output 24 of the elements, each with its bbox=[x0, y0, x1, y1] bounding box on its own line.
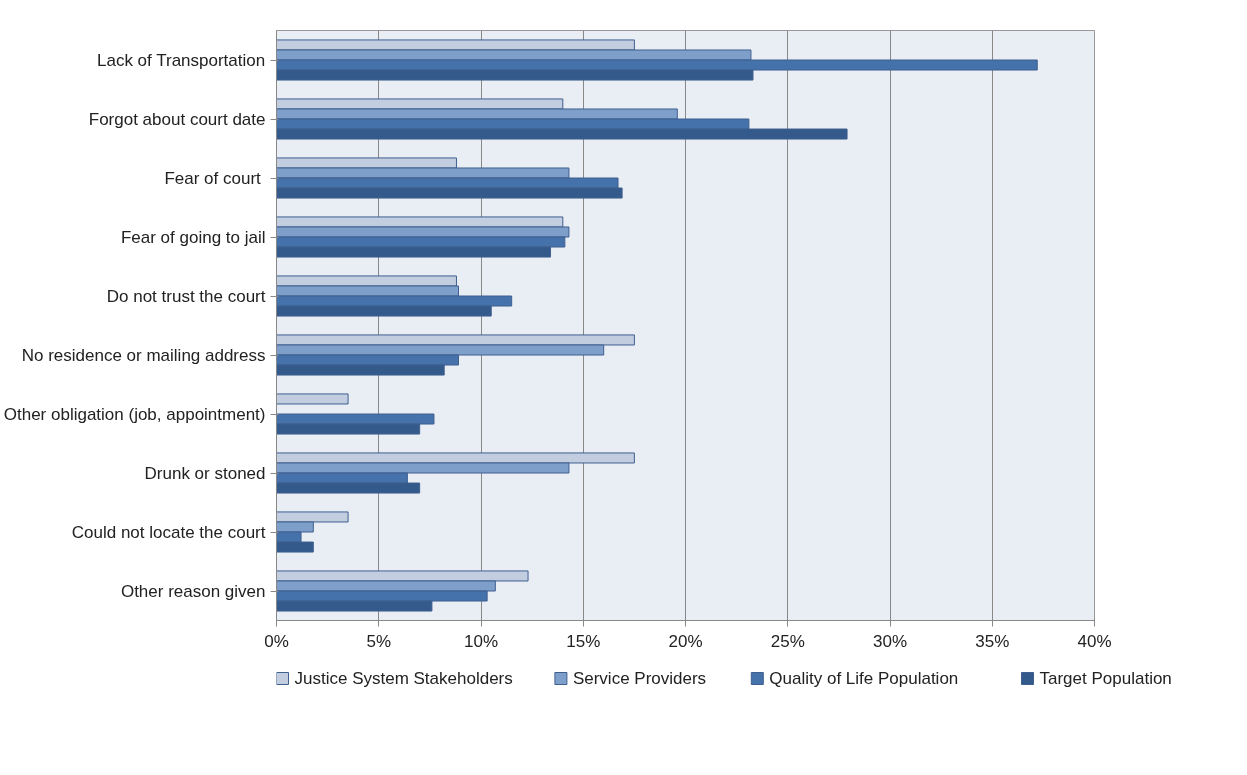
y-tick-label: Other obligation (job, appointment) bbox=[3, 404, 266, 424]
x-tick-label: 0% bbox=[264, 631, 289, 651]
x-tick-label: 25% bbox=[770, 631, 805, 651]
x-tick-label: 15% bbox=[566, 631, 601, 651]
x-tick-label: 35% bbox=[975, 631, 1010, 651]
bar bbox=[276, 393, 349, 405]
legend-label: Target Population bbox=[1039, 669, 1172, 688]
y-tick-label: Could not locate the court bbox=[71, 522, 266, 542]
y-tick-label: Fear of going to jail bbox=[120, 227, 266, 247]
y-tick-label: Fear of court bbox=[164, 168, 262, 188]
y-tick-label: Lack of Transportation bbox=[96, 50, 266, 70]
legend-label: Justice System Stakeholders bbox=[294, 669, 513, 688]
y-tick-label: Other reason given bbox=[120, 581, 266, 601]
x-tick-label: 20% bbox=[668, 631, 703, 651]
x-tick-label: 10% bbox=[463, 631, 499, 651]
x-tick-label: 40% bbox=[1077, 631, 1112, 651]
y-tick-label: Do not trust the court bbox=[106, 286, 266, 306]
y-tick-label: Forgot about court date bbox=[88, 109, 266, 129]
y-tick-label: No residence or mailing address bbox=[21, 345, 266, 365]
y-tick-label: Drunk or stoned bbox=[144, 463, 266, 483]
x-tick-label: 30% bbox=[872, 631, 908, 651]
x-tick-label: 5% bbox=[366, 631, 392, 651]
legend-label: Quality of Life Population bbox=[769, 669, 959, 688]
legend-label: Service Providers bbox=[572, 669, 707, 688]
